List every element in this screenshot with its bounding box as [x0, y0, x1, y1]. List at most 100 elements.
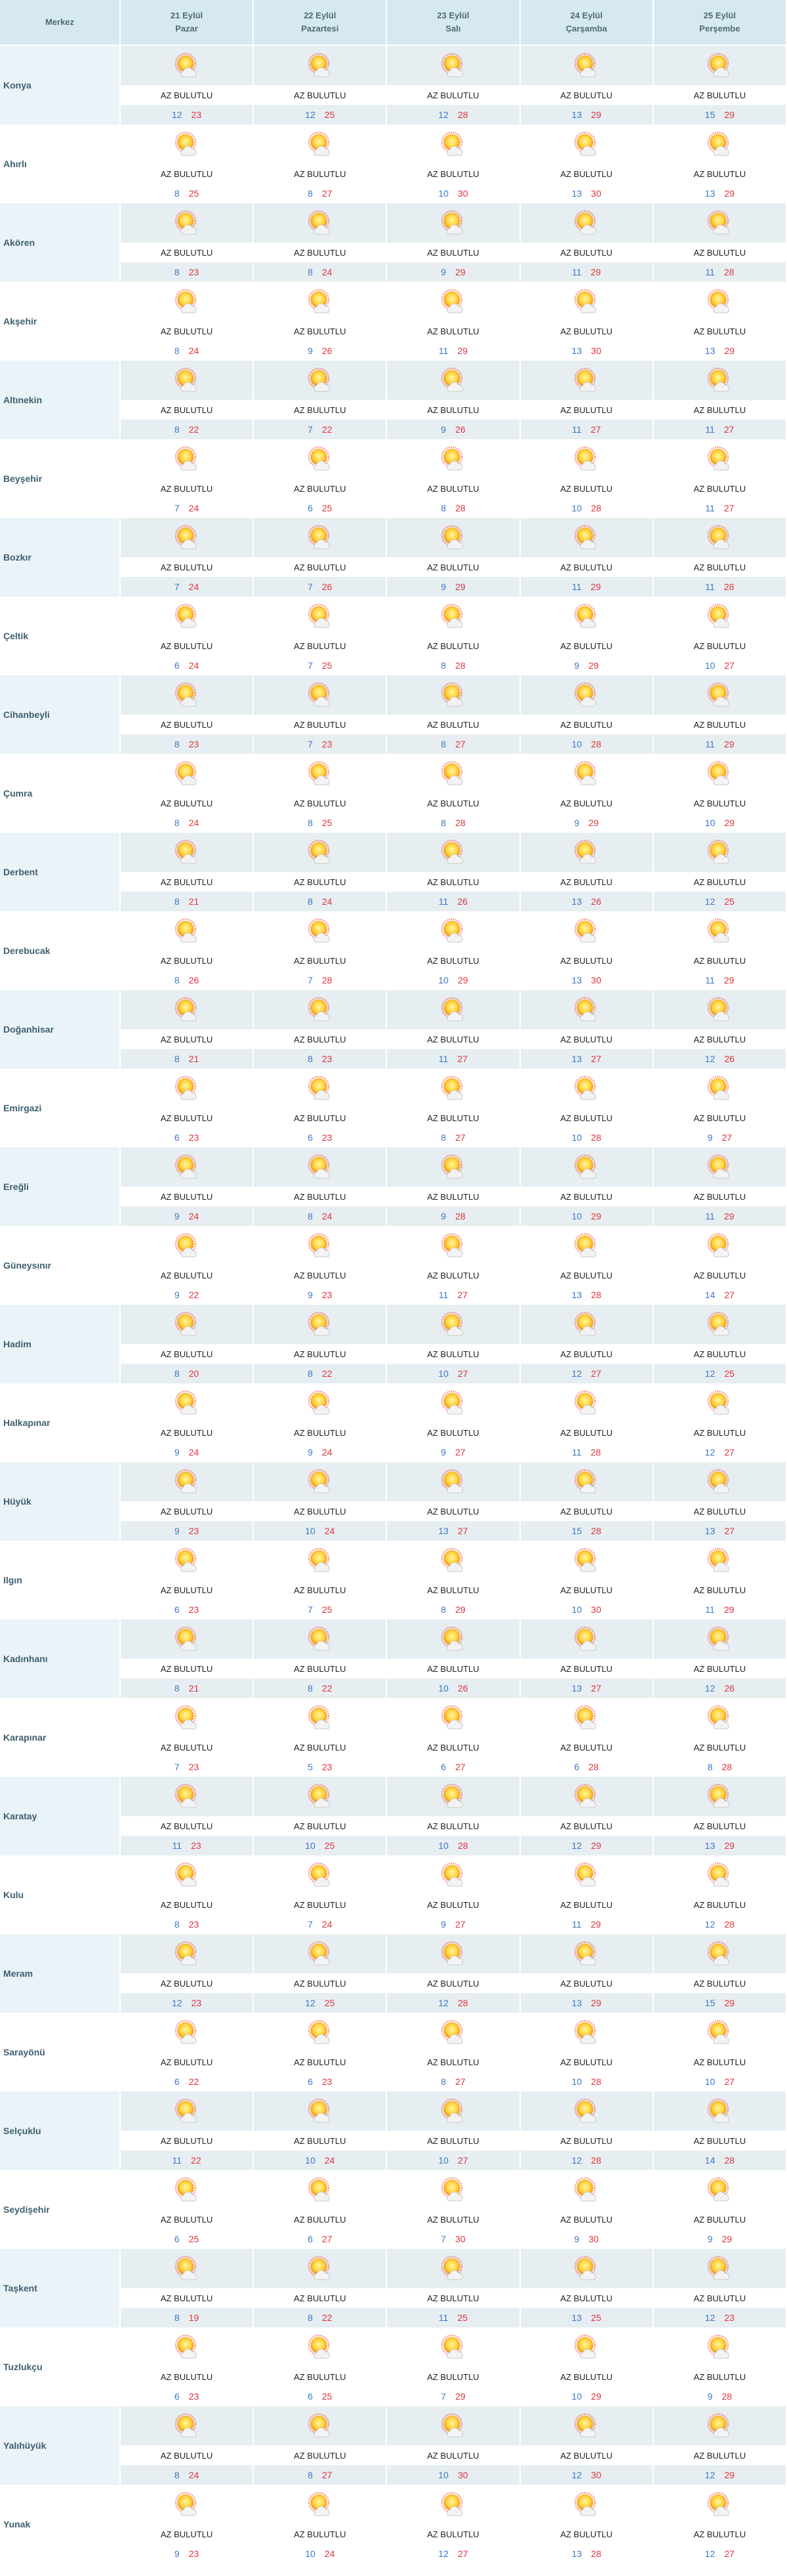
high-temp: 25 — [188, 2234, 199, 2244]
place-row: Çeltik — [0, 597, 787, 675]
low-temp: 10 — [305, 2548, 315, 2559]
partly-cloudy-sun-icon — [704, 1781, 735, 1812]
weather-icon-cell — [120, 754, 254, 793]
place-name[interactable]: Karapınar — [0, 1698, 121, 1777]
place-name[interactable]: Taşkent — [0, 2249, 121, 2328]
condition-text: AZ BULUTLU — [120, 1423, 254, 1442]
low-temp: 8 — [174, 1368, 180, 1379]
condition-row: AZ BULUTLU AZ BULUTLU AZ BULUTLU AZ BULUTLU… — [0, 1423, 787, 1442]
low-temp: 5 — [308, 1762, 313, 1772]
place-name[interactable]: Cihanbeyli — [0, 675, 121, 754]
high-temp: 24 — [324, 1526, 335, 1536]
partly-cloudy-sun-icon — [438, 601, 468, 631]
temperature-cell: 13 27 — [519, 1049, 654, 1069]
place-name[interactable]: Ahırlı — [0, 125, 121, 203]
partly-cloudy-sun-icon — [172, 1073, 202, 1103]
place-name[interactable]: Karatay — [0, 1777, 121, 1855]
place-row: Beyşehir — [0, 439, 787, 518]
weather-icon-cell — [120, 1698, 254, 1737]
place-name[interactable]: Ilgın — [0, 1541, 121, 1619]
place-name[interactable]: Çumra — [0, 754, 121, 833]
temperature-cell: 8 27 — [253, 184, 388, 203]
low-temp: 13 — [571, 1054, 582, 1064]
place-name[interactable]: Sarayönü — [0, 2013, 121, 2091]
place-name[interactable]: Kulu — [0, 1855, 121, 1934]
partly-cloudy-sun-icon — [172, 2096, 202, 2126]
condition-text: AZ BULUTLU — [120, 1659, 254, 1678]
place-name[interactable]: Akören — [0, 203, 121, 282]
place-name[interactable]: Yunak — [0, 2485, 121, 2564]
condition-text: AZ BULUTLU — [386, 1895, 521, 1914]
condition-row: AZ BULUTLU AZ BULUTLU AZ BULUTLU AZ BULUTLU… — [0, 1737, 787, 1757]
temperature-row: 8 21 8 22 10 26 13 27 12 26 — [0, 1678, 787, 1698]
condition-text: AZ BULUTLU — [653, 2052, 787, 2072]
high-temp: 28 — [588, 1762, 599, 1772]
place-name[interactable]: Yalıhüyük — [0, 2406, 121, 2485]
place-name[interactable]: Çeltik — [0, 597, 121, 675]
place-name[interactable]: Güneysınır — [0, 1226, 121, 1305]
temperature-row: 11 22 10 24 10 27 12 28 14 28 — [0, 2150, 787, 2170]
partly-cloudy-sun-icon — [172, 208, 202, 238]
place-name[interactable]: Konya — [0, 45, 121, 125]
weather-icon-cell — [386, 1383, 521, 1423]
weather-icon-cell — [519, 1147, 654, 1187]
temperature-cell: 12 23 — [120, 1993, 254, 2013]
low-temp: 7 — [308, 975, 313, 985]
high-temp: 27 — [455, 1919, 466, 1930]
low-temp: 12 — [438, 1998, 449, 2008]
temperature-cell: 8 27 — [253, 2465, 388, 2485]
place-name[interactable]: Emirgazi — [0, 1069, 121, 1147]
place-name[interactable]: Bozkır — [0, 518, 121, 597]
weather-icon-cell — [120, 1934, 254, 1973]
high-temp: 27 — [724, 1290, 735, 1300]
temperature-cell: 6 28 — [519, 1757, 654, 1777]
condition-text: AZ BULUTLU — [653, 636, 787, 656]
place-name[interactable]: Halkapınar — [0, 1383, 121, 1462]
temperature-row: 6 23 7 25 8 29 10 30 11 29 — [0, 1600, 787, 1619]
condition-text: AZ BULUTLU — [386, 1816, 521, 1836]
low-temp: 10 — [571, 1211, 582, 1221]
low-temp: 12 — [704, 1054, 716, 1064]
temperature-row: 12 23 12 25 12 28 13 29 15 29 — [0, 105, 787, 125]
low-temp: 10 — [305, 1526, 315, 1536]
place-name[interactable]: Beyşehir — [0, 439, 121, 518]
partly-cloudy-sun-icon — [571, 2096, 601, 2126]
low-temp: 12 — [704, 2470, 716, 2480]
low-temp: 15 — [704, 1998, 716, 2008]
weather-icon-cell — [386, 1147, 521, 1187]
low-temp: 11 — [705, 503, 715, 513]
place-name[interactable]: Meram — [0, 1934, 121, 2013]
weather-icon-cell — [253, 675, 388, 715]
place-name[interactable]: Hadim — [0, 1305, 121, 1383]
low-temp: 8 — [308, 2470, 313, 2480]
partly-cloudy-sun-icon — [438, 1073, 468, 1103]
low-temp: 13 — [704, 1840, 716, 1851]
temperature-cell: 6 23 — [120, 1600, 254, 1619]
condition-row: AZ BULUTLU AZ BULUTLU AZ BULUTLU AZ BULUTLU… — [0, 872, 787, 892]
low-temp: 7 — [308, 582, 313, 592]
place-name[interactable]: Derebucak — [0, 911, 121, 990]
place-name[interactable]: Doğanhisar — [0, 990, 121, 1069]
place-name[interactable]: Kadınhanı — [0, 1619, 121, 1698]
partly-cloudy-sun-icon — [305, 2332, 335, 2362]
place-name[interactable]: Hüyük — [0, 1462, 121, 1541]
low-temp: 7 — [441, 2234, 447, 2244]
place-name[interactable]: Selçuklu — [0, 2091, 121, 2170]
condition-text: AZ BULUTLU — [253, 2052, 388, 2072]
partly-cloudy-sun-icon — [172, 601, 202, 631]
partly-cloudy-sun-icon — [305, 365, 335, 395]
place-name[interactable]: Ereğli — [0, 1147, 121, 1226]
temperature-cell: 7 24 — [120, 498, 254, 518]
weather-icon-cell — [253, 1855, 388, 1895]
place-name[interactable]: Derbent — [0, 833, 121, 911]
place-name[interactable]: Seydişehir — [0, 2170, 121, 2249]
low-temp: 12 — [704, 1368, 716, 1379]
place-name[interactable]: Tuzlukçu — [0, 2328, 121, 2406]
place-name[interactable]: Altınekin — [0, 361, 121, 439]
temperature-row: 6 23 6 23 8 27 10 28 9 27 — [0, 1128, 787, 1147]
high-temp: 27 — [721, 1132, 733, 1143]
day-column-header: 24 Eylül Çarşamba — [519, 0, 654, 46]
weather-icon-cell — [386, 1698, 521, 1737]
temperature-row: 8 22 7 22 9 26 11 27 11 27 — [0, 420, 787, 439]
place-name[interactable]: Akşehir — [0, 282, 121, 361]
